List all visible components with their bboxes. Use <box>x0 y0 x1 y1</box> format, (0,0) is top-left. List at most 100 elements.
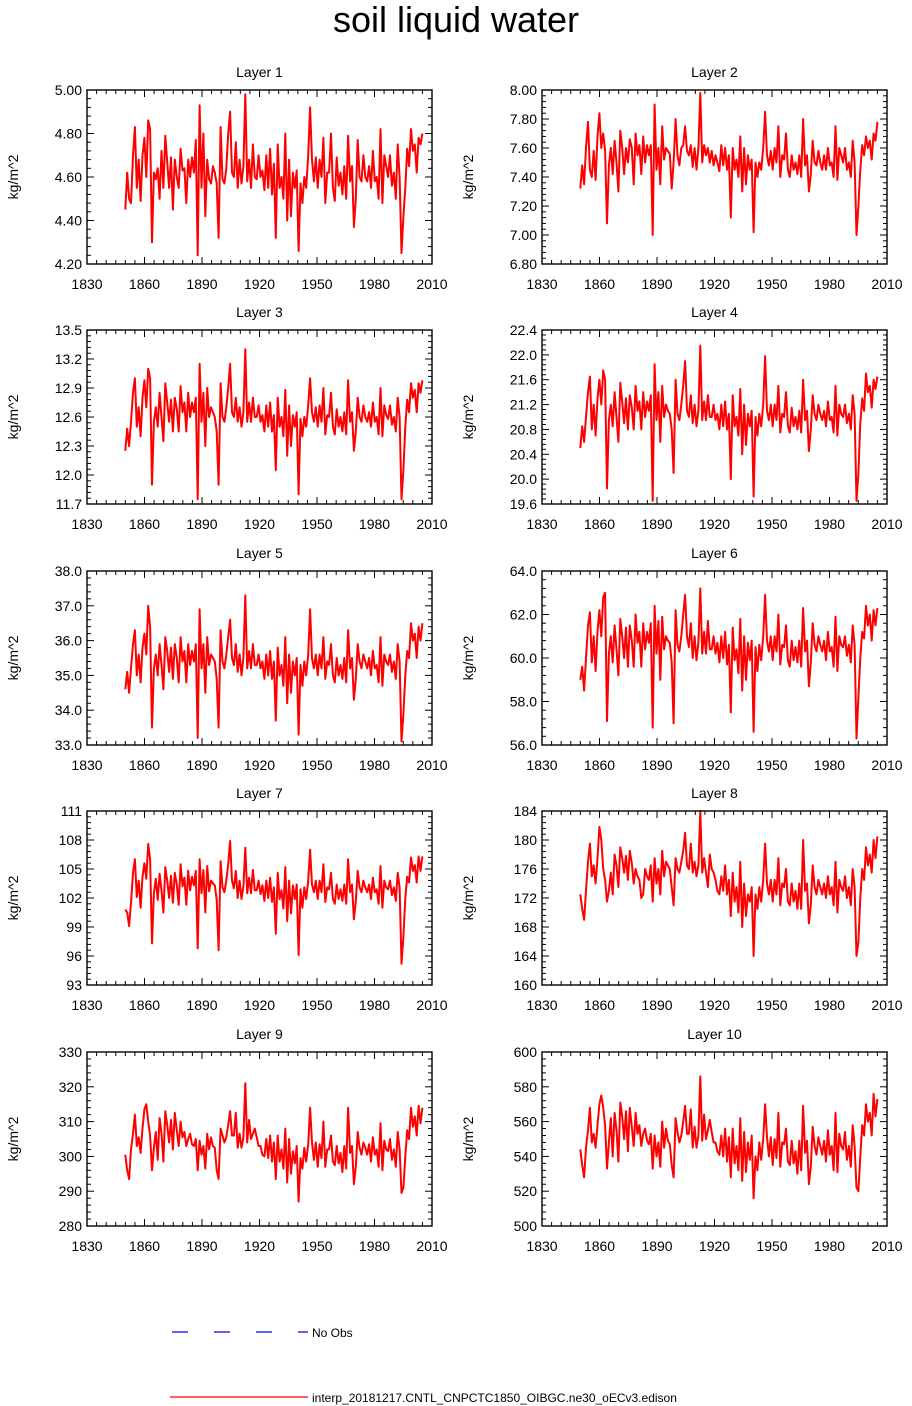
x-tick-label: 1920 <box>699 276 730 292</box>
y-tick-label: 102 <box>59 890 83 906</box>
y-tick-label: 62.0 <box>510 607 537 623</box>
y-tick-label: 290 <box>59 1183 83 1199</box>
series-line <box>124 93 424 257</box>
x-tick-label: 1920 <box>699 516 730 532</box>
y-axis-label: kg/m^2 <box>5 875 21 920</box>
x-tick-label: 1890 <box>641 516 672 532</box>
x-tick-label: 2010 <box>871 276 902 292</box>
x-tick-label: 1890 <box>186 276 217 292</box>
x-tick-label: 1860 <box>584 276 615 292</box>
x-tick-label: 1860 <box>129 997 160 1013</box>
y-tick-label: 7.60 <box>510 140 537 156</box>
x-tick-label: 1830 <box>526 516 557 532</box>
chart-panel: Layer 8 kg/m^2 160 164 168 172 176 180 184 1830 18… <box>460 785 903 1013</box>
legend-obs-label: No Obs <box>312 1326 353 1340</box>
x-tick-label: 1980 <box>359 997 390 1013</box>
plot-frame <box>541 329 888 505</box>
y-tick-label: 64.0 <box>510 563 537 579</box>
y-tick-label: 580 <box>514 1079 538 1095</box>
y-tick-label: 58.0 <box>510 694 537 710</box>
x-tick-label: 1890 <box>186 997 217 1013</box>
y-tick-label: 93 <box>66 977 82 993</box>
x-tick-label: 1980 <box>359 757 390 773</box>
x-tick-label: 1980 <box>814 1238 845 1254</box>
y-tick-label: 21.6 <box>510 372 537 388</box>
x-tick-label: 2010 <box>871 1238 902 1254</box>
y-tick-label: 8.00 <box>510 82 537 98</box>
y-axis-label: kg/m^2 <box>460 154 476 199</box>
legend: No Obs interp_20181217.CNTL_CNPCTC1850_O… <box>170 1326 677 1405</box>
y-tick-label: 35.0 <box>55 667 82 683</box>
y-tick-label: 520 <box>514 1183 538 1199</box>
y-tick-label: 20.0 <box>510 471 537 487</box>
x-tick-label: 1860 <box>129 276 160 292</box>
chart-panel: Layer 6 kg/m^2 56.0 58.0 60.0 62.0 64.0 1830 186… <box>460 545 903 773</box>
figure-title: soil liquid water <box>332 0 580 40</box>
y-tick-label: 7.80 <box>510 111 537 127</box>
y-tick-label: 33.0 <box>55 737 82 753</box>
y-tick-label: 36.0 <box>55 633 82 649</box>
y-tick-label: 280 <box>59 1218 83 1234</box>
x-tick-label: 1860 <box>129 757 160 773</box>
series-line <box>124 1082 424 1203</box>
x-tick-label: 1920 <box>699 757 730 773</box>
x-tick-label: 1950 <box>756 1238 787 1254</box>
y-axis-label: kg/m^2 <box>5 635 21 680</box>
y-tick-label: 37.0 <box>55 598 82 614</box>
series-line <box>124 594 424 743</box>
y-tick-label: 21.2 <box>510 397 537 413</box>
plot-frame <box>86 1051 433 1227</box>
y-tick-label: 184 <box>514 803 538 819</box>
y-tick-label: 7.40 <box>510 169 537 185</box>
x-tick-label: 1920 <box>244 997 275 1013</box>
y-axis-label: kg/m^2 <box>5 394 21 439</box>
y-tick-label: 22.4 <box>510 322 537 338</box>
plot-frame <box>541 89 888 265</box>
x-tick-label: 1890 <box>641 757 672 773</box>
y-tick-label: 4.80 <box>55 126 82 142</box>
y-tick-label: 105 <box>59 861 83 877</box>
x-tick-label: 2010 <box>871 757 902 773</box>
y-tick-label: 12.0 <box>55 467 82 483</box>
y-tick-label: 560 <box>514 1114 538 1130</box>
y-tick-label: 12.6 <box>55 409 82 425</box>
y-tick-label: 160 <box>514 977 538 993</box>
x-tick-label: 1830 <box>526 276 557 292</box>
panel-title: Layer 7 <box>236 785 283 801</box>
chart-panel: Layer 5 kg/m^2 33.0 34.0 35.0 36.0 37.0 38.0 183… <box>5 545 448 773</box>
x-tick-label: 2010 <box>871 997 902 1013</box>
panel-title: Layer 2 <box>691 64 738 80</box>
panel-title: Layer 1 <box>236 64 283 80</box>
x-tick-label: 1920 <box>244 516 275 532</box>
x-tick-label: 2010 <box>416 757 447 773</box>
x-tick-label: 1860 <box>584 997 615 1013</box>
x-tick-label: 1980 <box>814 997 845 1013</box>
chart-panel: Layer 3 kg/m^2 11.7 12.0 12.3 12.6 12.9 13.2 13.… <box>5 304 448 532</box>
y-tick-label: 7.20 <box>510 198 537 214</box>
x-tick-label: 1860 <box>584 1238 615 1254</box>
y-tick-label: 12.9 <box>55 380 82 396</box>
y-tick-label: 300 <box>59 1148 83 1164</box>
x-tick-label: 1830 <box>526 757 557 773</box>
y-tick-label: 176 <box>514 861 538 877</box>
x-tick-label: 1920 <box>699 1238 730 1254</box>
y-tick-label: 164 <box>514 948 538 964</box>
y-tick-label: 320 <box>59 1079 83 1095</box>
series-line <box>579 1075 879 1200</box>
y-tick-label: 13.2 <box>55 351 82 367</box>
chart-panel: Layer 2 kg/m^2 6.80 7.00 7.20 7.40 7.60 7.80 8.0… <box>460 64 903 292</box>
x-tick-label: 1920 <box>244 276 275 292</box>
x-tick-label: 1950 <box>301 1238 332 1254</box>
y-tick-label: 111 <box>61 803 82 819</box>
x-tick-label: 1950 <box>301 997 332 1013</box>
x-tick-label: 1920 <box>699 997 730 1013</box>
chart-panel: Layer 7 kg/m^2 93 96 99 102 105 108 111 1830 1860 1… <box>5 785 448 1013</box>
x-tick-label: 1950 <box>756 997 787 1013</box>
series-line <box>579 91 879 236</box>
x-tick-label: 2010 <box>871 516 902 532</box>
y-tick-label: 600 <box>514 1044 538 1060</box>
series-line <box>124 840 424 965</box>
x-tick-label: 1890 <box>641 1238 672 1254</box>
y-tick-label: 19.6 <box>510 496 537 512</box>
plot-frame <box>86 329 433 505</box>
